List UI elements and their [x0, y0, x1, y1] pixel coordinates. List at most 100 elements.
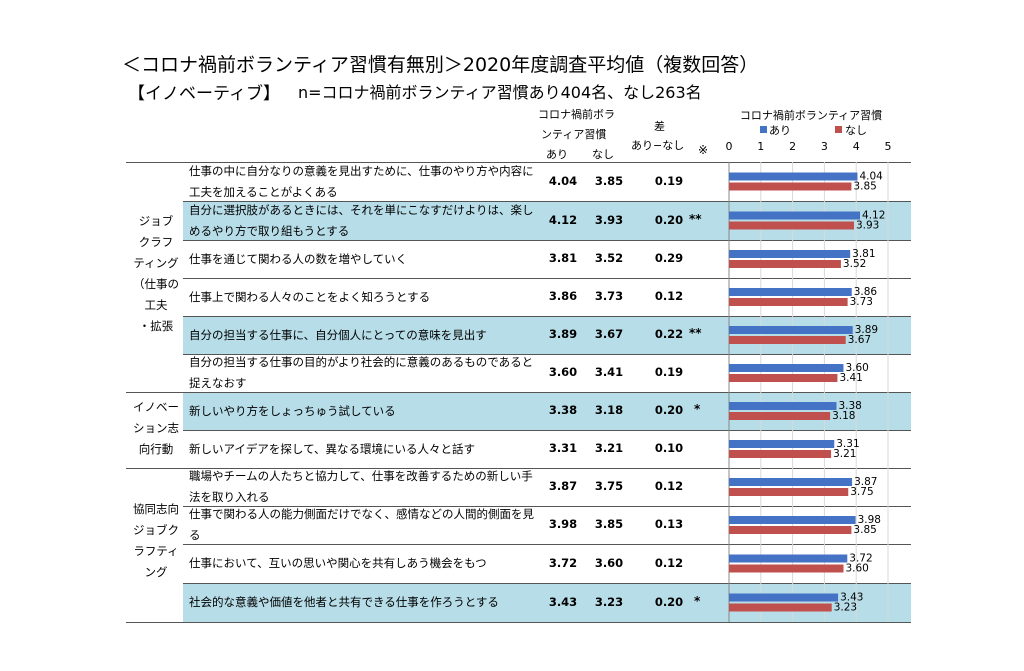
category-label-line: 工夫 — [144, 298, 168, 312]
row-divider — [183, 544, 911, 545]
row-value-ari: 4.04 — [548, 173, 578, 188]
category-label-line: イノベー — [133, 400, 179, 414]
bar-ari — [729, 478, 853, 486]
bar-label-nashi: 3.21 — [833, 448, 856, 460]
row-value-nashi: 3.41 — [594, 365, 624, 379]
row-value-diff: 0.22 — [654, 327, 684, 341]
row-divider — [183, 430, 911, 431]
row-value-diff: 0.20 — [654, 403, 684, 417]
bar-label-nashi: 3.60 — [845, 563, 868, 575]
row-value-ari: 3.98 — [548, 517, 578, 531]
row-value-ari: 3.72 — [548, 555, 578, 570]
row-value-nashi: 3.21 — [594, 441, 624, 455]
row-divider — [126, 468, 911, 469]
row-divider — [183, 201, 911, 202]
row-label: 仕事を通じて関わる人の数を増やしていく — [189, 251, 408, 266]
header-col-nashi: なし — [592, 148, 614, 161]
header-group-line1: コロナ禍前ボラ — [538, 108, 615, 121]
row-value-nashi: 3.85 — [594, 173, 624, 188]
bar-label-ari: 3.86 — [854, 286, 878, 298]
category-label-line: 向行動 — [138, 442, 174, 456]
bar-label-nashi: 3.73 — [850, 296, 873, 308]
row-value-diff: 0.19 — [654, 173, 684, 188]
category-label: ジョブ クラフ ティング （仕事の 工夫 ・拡張 — [127, 211, 185, 337]
category-label-line: （仕事の — [133, 277, 179, 291]
row-value-diff: 0.12 — [654, 289, 684, 303]
row-highlight — [183, 316, 911, 354]
category-label-line: クラフ — [138, 235, 174, 249]
x-tick-label: 2 — [789, 140, 796, 153]
bar-ari — [729, 440, 835, 448]
row-value-nashi: 3.93 — [594, 212, 624, 227]
category-label-line: ション志 — [133, 421, 179, 435]
row-highlight — [183, 201, 911, 240]
page-title: ＜コロナ禍前ボランティア習慣有無別＞2020年度調査平均値（複数回答） — [122, 54, 759, 76]
legend-label-ari: あり — [769, 124, 791, 137]
row-label: 自分の担当する仕事に、自分個人にとっての意味を見出す — [189, 327, 487, 342]
row-value-diff: 0.12 — [654, 555, 684, 570]
category-label: 協同志向 ジョブク ラフティ ング — [127, 499, 185, 583]
row-value-diff: 0.19 — [654, 365, 684, 379]
bar-nashi — [729, 182, 852, 191]
bar-nashi — [729, 260, 841, 268]
bar-nashi — [729, 374, 838, 382]
x-tick-label: 4 — [853, 140, 860, 153]
bar-label-ari: 3.31 — [836, 438, 859, 450]
row-value-ari: 3.38 — [548, 403, 578, 417]
bar-label-nashi: 3.75 — [850, 486, 873, 498]
row-significance-mark: ** — [689, 211, 702, 226]
row-label: 新しいアイデアを探して、異なる環境にいる人々と話す — [189, 441, 476, 456]
row-label: 自分に選択肢があるときには、それを単にこなすだけよりは、楽しめるやり方で取り組も… — [189, 202, 534, 238]
row-significance-mark: * — [694, 402, 701, 416]
category-label-line: ラフティ — [133, 544, 179, 558]
row-label: 新しいやり方をしょっちゅう試している — [189, 403, 396, 418]
row-value-diff: 0.10 — [654, 441, 684, 455]
bar-ari — [729, 516, 856, 524]
header-mark-note: ※ — [698, 143, 709, 157]
bar-ari — [729, 250, 851, 258]
row-divider — [126, 622, 911, 623]
row-label: 社会的な意義や価値を他者と共有できる仕事を作ろうとする — [189, 595, 499, 609]
x-tick-label: 5 — [885, 140, 892, 153]
row-value-ari: 3.81 — [548, 251, 578, 265]
chart-title: コロナ禍前ボランティア習慣 — [740, 108, 882, 122]
x-tick-label: 0 — [726, 140, 733, 153]
row-divider — [183, 316, 911, 317]
row-value-diff: 0.29 — [654, 251, 684, 265]
row-value-diff: 0.20 — [654, 594, 684, 609]
row-value-nashi: 3.85 — [594, 517, 624, 531]
category-label-line: ジョブ — [138, 214, 174, 228]
row-value-diff: 0.20 — [654, 212, 684, 227]
sample-size-note: n=コロナ禍前ボランティア習慣あり404名、なし263名 — [298, 83, 702, 102]
category-label-line: ジョブク — [133, 523, 179, 537]
row-label: 仕事で関わる人の能力側面だけでなく、感情などの人間的側面を見る — [189, 507, 534, 542]
row-label: 仕事において、互いの思いや関心を共有しあう機会をもつ — [189, 556, 487, 570]
bar-nashi — [729, 298, 848, 306]
row-value-ari: 3.86 — [548, 289, 578, 303]
row-value-ari: 3.89 — [548, 327, 578, 341]
x-tick-label: 3 — [821, 140, 828, 153]
bar-ari — [729, 364, 844, 372]
bar-nashi — [729, 526, 852, 534]
category-label-line: ング — [144, 565, 168, 579]
row-significance-mark: ** — [689, 326, 702, 340]
row-value-ari: 3.60 — [548, 365, 578, 379]
legend-label-nashi: なし — [845, 124, 867, 137]
row-value-nashi: 3.75 — [594, 479, 624, 493]
bar-ari — [729, 172, 858, 181]
legend-swatch-nashi — [835, 126, 842, 133]
row-divider — [183, 240, 911, 241]
bar-nashi — [729, 450, 832, 458]
header-col-ari: あり — [546, 148, 568, 161]
row-label: 仕事上で関わる人々のことをよく知ろうとする — [189, 289, 431, 304]
legend-swatch-ari — [760, 126, 767, 133]
row-divider — [183, 278, 911, 279]
row-value-ari: 4.12 — [548, 212, 578, 227]
row-highlight — [183, 583, 911, 622]
row-divider — [183, 354, 911, 355]
header-group-line2: ンティア習慣 — [541, 128, 607, 141]
category-label-line: ティング — [133, 256, 179, 270]
row-value-ari: 3.87 — [548, 479, 578, 493]
category-label: イノベーション志向行動 — [127, 397, 185, 460]
bar-ari — [729, 554, 848, 563]
